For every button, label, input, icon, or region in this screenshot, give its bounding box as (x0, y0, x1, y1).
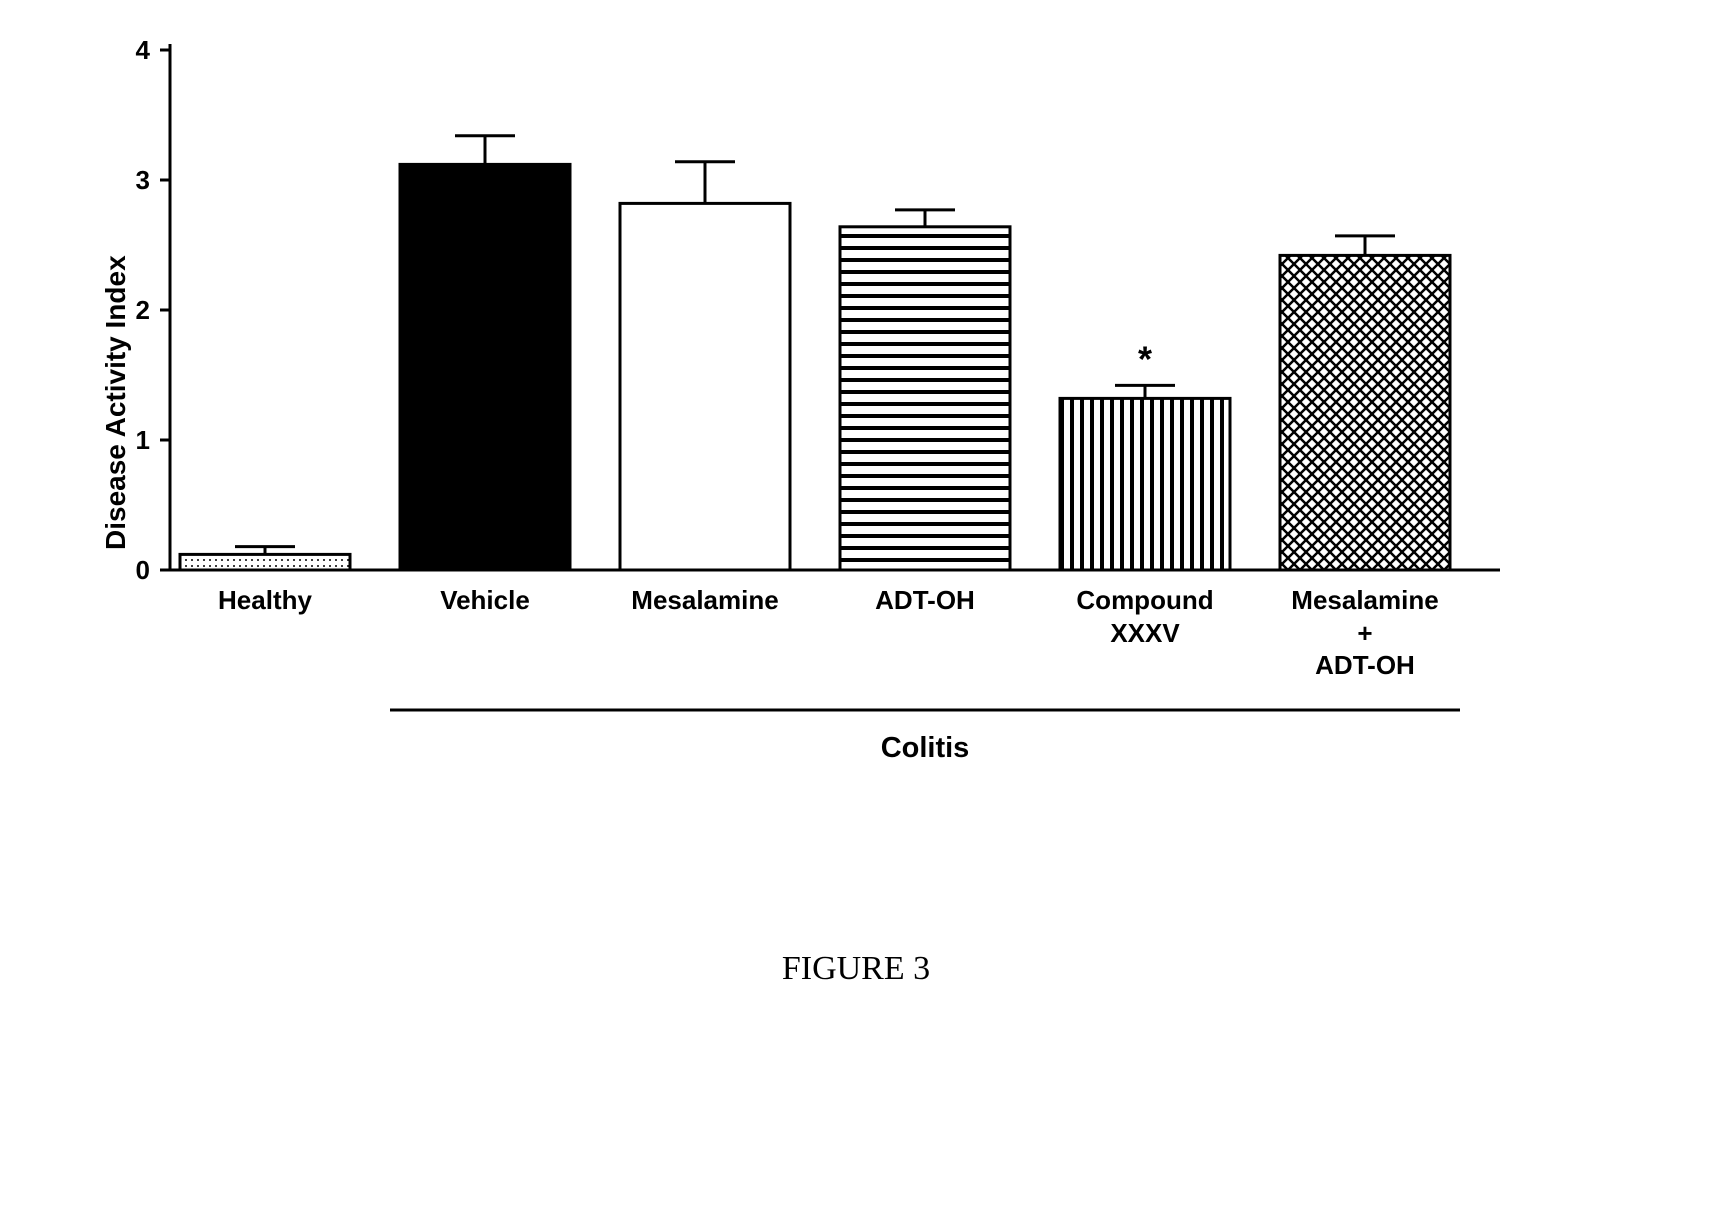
y-tick-label: 3 (120, 165, 150, 196)
x-category-label: Vehicle (380, 584, 590, 617)
y-tick-label: 2 (120, 295, 150, 326)
page: Disease Activity Index 01234 (0, 0, 1712, 1208)
x-category-label: Healthy (160, 584, 370, 617)
x-category-label: ADT-OH (820, 584, 1030, 617)
x-category-label: CompoundXXXV (1040, 584, 1250, 649)
x-category-label: Mesalamine (600, 584, 810, 617)
colitis-group-label: Colitis (845, 732, 1005, 765)
y-tick-label: 4 (120, 35, 150, 66)
y-tick-label: 1 (120, 425, 150, 456)
chart-container: Disease Activity Index 01234 (40, 30, 1560, 800)
figure-caption: FIGURE 3 (0, 950, 1712, 988)
svg-text:*: * (1138, 338, 1152, 379)
y-tick-label: 0 (120, 555, 150, 586)
bar-chart: * (40, 30, 1560, 800)
x-category-label: Mesalamine+ADT-OH (1260, 584, 1470, 682)
